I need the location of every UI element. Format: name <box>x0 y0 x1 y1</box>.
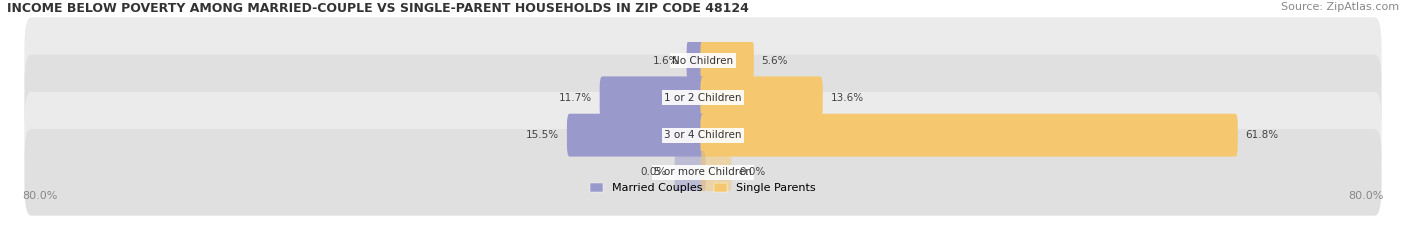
Text: 5.6%: 5.6% <box>762 56 787 65</box>
FancyBboxPatch shape <box>599 76 706 119</box>
FancyBboxPatch shape <box>700 76 823 119</box>
FancyBboxPatch shape <box>686 39 706 82</box>
FancyBboxPatch shape <box>24 55 1382 141</box>
Text: 80.0%: 80.0% <box>22 191 58 201</box>
Text: 1.6%: 1.6% <box>652 56 679 65</box>
Text: 80.0%: 80.0% <box>1348 191 1384 201</box>
Text: 13.6%: 13.6% <box>831 93 863 103</box>
FancyBboxPatch shape <box>24 92 1382 178</box>
Text: INCOME BELOW POVERTY AMONG MARRIED-COUPLE VS SINGLE-PARENT HOUSEHOLDS IN ZIP COD: INCOME BELOW POVERTY AMONG MARRIED-COUPL… <box>7 2 749 15</box>
Text: 11.7%: 11.7% <box>558 93 592 103</box>
Text: 1 or 2 Children: 1 or 2 Children <box>664 93 742 103</box>
FancyBboxPatch shape <box>700 114 1237 157</box>
Text: 15.5%: 15.5% <box>526 130 560 140</box>
Text: 5 or more Children: 5 or more Children <box>654 168 752 177</box>
Text: No Children: No Children <box>672 56 734 65</box>
Text: 3 or 4 Children: 3 or 4 Children <box>664 130 742 140</box>
Text: 0.0%: 0.0% <box>641 168 666 177</box>
Text: Source: ZipAtlas.com: Source: ZipAtlas.com <box>1281 2 1399 12</box>
FancyBboxPatch shape <box>675 151 706 194</box>
FancyBboxPatch shape <box>24 129 1382 216</box>
FancyBboxPatch shape <box>700 39 754 82</box>
FancyBboxPatch shape <box>24 17 1382 104</box>
Text: 0.0%: 0.0% <box>740 168 765 177</box>
FancyBboxPatch shape <box>700 151 731 194</box>
FancyBboxPatch shape <box>567 114 706 157</box>
Text: 61.8%: 61.8% <box>1246 130 1278 140</box>
Legend: Married Couples, Single Parents: Married Couples, Single Parents <box>591 182 815 193</box>
